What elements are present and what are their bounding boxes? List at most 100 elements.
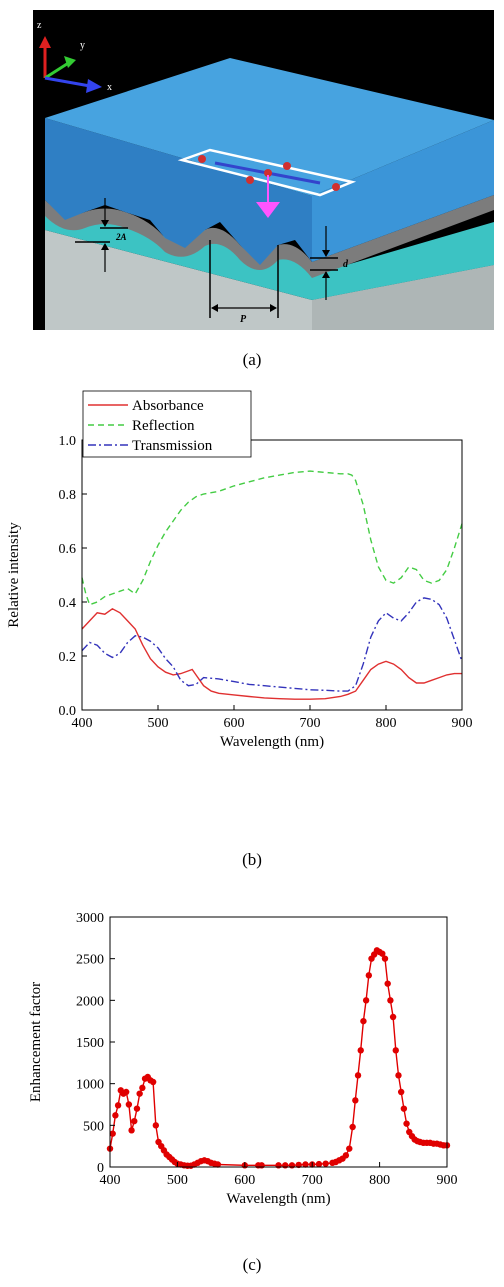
plot-frame bbox=[109, 916, 448, 1168]
x-tick-label: 700 bbox=[300, 716, 321, 731]
plot-frame bbox=[81, 439, 463, 711]
x-tick-label: 400 bbox=[100, 1173, 121, 1188]
data-point bbox=[365, 972, 373, 979]
data-point bbox=[352, 1097, 359, 1104]
data-point bbox=[379, 950, 386, 957]
series-line-reflection bbox=[81, 470, 463, 606]
data-point bbox=[133, 1105, 141, 1112]
data-point bbox=[275, 1162, 282, 1169]
legend-label-transmission: Transmission bbox=[132, 438, 213, 454]
x-tick-label: 600 bbox=[234, 1173, 255, 1188]
data-point bbox=[360, 1017, 367, 1025]
y-tick-label: 0.0 bbox=[59, 704, 77, 719]
data-point bbox=[214, 1161, 222, 1168]
data-point bbox=[387, 997, 394, 1004]
dipole-marker bbox=[198, 155, 206, 163]
data-point bbox=[122, 1088, 130, 1096]
x-tick-label: 500 bbox=[148, 716, 169, 731]
x-tick-label: 500 bbox=[167, 1173, 188, 1188]
data-point bbox=[125, 1101, 133, 1108]
data-point bbox=[128, 1127, 135, 1134]
data-point bbox=[315, 1160, 323, 1168]
y-tick-label: 3000 bbox=[76, 911, 104, 926]
data-point bbox=[114, 1102, 122, 1109]
y-tick-label: 1500 bbox=[76, 1036, 104, 1051]
x-axis-title: Wavelength (nm) bbox=[220, 734, 324, 750]
dipole-marker bbox=[246, 176, 254, 184]
data-point bbox=[342, 1152, 350, 1159]
data-point bbox=[346, 1145, 353, 1152]
amplitude-label: 2A bbox=[115, 232, 127, 242]
data-point bbox=[389, 1013, 397, 1021]
y-axis-title: Enhancement factor bbox=[28, 982, 44, 1102]
data-point bbox=[152, 1122, 160, 1129]
x-tick-label: 800 bbox=[376, 716, 397, 731]
y-axis-label: y bbox=[80, 40, 85, 51]
data-point bbox=[139, 1084, 146, 1092]
superstrate-top bbox=[45, 58, 494, 196]
x-axis-title: Wavelength (nm) bbox=[226, 1191, 330, 1207]
chart-c: 400 500 600 700 800 900 0 500 1000 1500 2000 2500 30… bbox=[28, 911, 458, 1207]
panel-b: 400 500 600 700 800 900 0.0 0.2 0.4 0.6 0.8 1.0 Wave… bbox=[0, 390, 504, 800]
schematic-3d: z y x 2A d P bbox=[33, 10, 494, 330]
data-point bbox=[403, 1120, 410, 1127]
data-point bbox=[149, 1078, 157, 1086]
series-line-enhancement bbox=[109, 949, 447, 1167]
caption-b: (b) bbox=[242, 850, 262, 869]
thickness-dim-arrowhead bbox=[322, 250, 330, 257]
superstrate-right bbox=[312, 120, 494, 262]
x-tick-label: 600 bbox=[224, 716, 245, 731]
legend-box bbox=[82, 390, 252, 458]
dipole-marker bbox=[332, 183, 340, 191]
amplitude-dim-arrowhead bbox=[101, 220, 109, 227]
thickness-label: d bbox=[343, 259, 349, 270]
caption-c: (c) bbox=[242, 1255, 262, 1274]
y-tick-label: 1.0 bbox=[59, 434, 77, 449]
thickness-dim-arrowhead bbox=[322, 271, 330, 278]
y-tick-label: 2000 bbox=[76, 994, 104, 1009]
data-point bbox=[322, 1160, 329, 1167]
data-point bbox=[400, 1105, 408, 1112]
y-tick-label: 0.6 bbox=[59, 542, 77, 557]
chart-b: 400 500 600 700 800 900 0.0 0.2 0.4 0.6 0.8 1.0 Wave… bbox=[6, 390, 473, 750]
substrate-right-face bbox=[312, 265, 494, 330]
z-axis-label: z bbox=[37, 20, 42, 31]
y-axis-arrow bbox=[44, 60, 71, 80]
data-point bbox=[282, 1162, 289, 1169]
y-tick-label: 0.8 bbox=[59, 488, 77, 503]
superstrate-front bbox=[45, 118, 312, 265]
y-axis-arrowhead bbox=[64, 56, 76, 68]
y-tick-label: 1000 bbox=[76, 1078, 104, 1093]
data-point bbox=[397, 1088, 405, 1096]
x-tick-label: 900 bbox=[452, 716, 473, 731]
source-direction-arrowhead bbox=[256, 202, 280, 218]
series-line-transmission bbox=[81, 597, 463, 692]
data-point bbox=[384, 980, 391, 987]
data-point bbox=[354, 1072, 362, 1079]
data-point bbox=[392, 1047, 399, 1054]
y-tick-label: 0 bbox=[97, 1161, 104, 1176]
y-tick-label: 500 bbox=[83, 1119, 104, 1134]
caption-a: (a) bbox=[242, 350, 262, 369]
data-point bbox=[381, 955, 389, 962]
dipole-marker bbox=[283, 162, 291, 170]
data-point bbox=[395, 1072, 402, 1079]
x-tick-label: 800 bbox=[369, 1173, 390, 1188]
data-point bbox=[349, 1123, 356, 1131]
legend-label-reflection: Reflection bbox=[132, 418, 195, 434]
data-point bbox=[136, 1090, 143, 1097]
data-point bbox=[362, 997, 370, 1004]
y-axis-title: Relative intensity bbox=[6, 522, 22, 628]
data-point bbox=[258, 1162, 265, 1169]
x-tick-label: 400 bbox=[72, 716, 93, 731]
dipole-marker bbox=[264, 169, 272, 177]
legend-label-absorbance: Absorbance bbox=[132, 398, 204, 414]
z-axis-arrowhead bbox=[39, 36, 51, 48]
data-point bbox=[357, 1047, 364, 1054]
data-point bbox=[288, 1162, 296, 1169]
amplitude-dim-arrowhead bbox=[101, 243, 109, 250]
data-point bbox=[112, 1112, 119, 1119]
x-axis-arrow bbox=[44, 76, 91, 88]
data-point bbox=[109, 1130, 116, 1137]
x-tick-label: 700 bbox=[302, 1173, 323, 1188]
